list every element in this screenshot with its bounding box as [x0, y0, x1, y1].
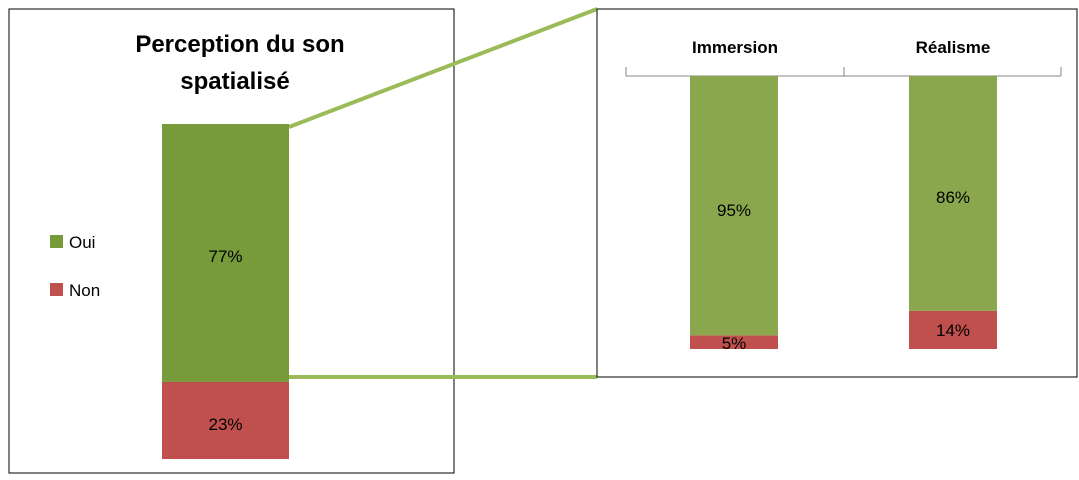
data-label-non: 23% [208, 415, 242, 434]
right-bar-group: 5% 95% 14% 86% [690, 76, 997, 353]
left-chart-title: Perception du son [135, 31, 344, 58]
data-label-non: 14% [936, 321, 970, 340]
right-category-axis: Immersion Réalisme [625, 38, 1062, 77]
legend-label-non: Non [69, 281, 100, 300]
bar-segment-non [162, 381, 289, 459]
right-chart-frame [596, 8, 1078, 378]
category-label-realisme: Réalisme [916, 38, 991, 57]
category-label-immersion: Immersion [692, 38, 778, 57]
left-bar-group: 23% 77% [162, 124, 289, 459]
left-chart-title-line2: spatialisé [180, 68, 289, 95]
bar-segment-non [690, 335, 778, 349]
legend: Oui Non [50, 233, 100, 300]
data-label-oui: 77% [208, 247, 242, 266]
bar-segment-oui [162, 124, 289, 382]
legend-swatch-non [50, 283, 63, 296]
bar-segment-non [909, 310, 997, 349]
data-label-oui: 86% [936, 188, 970, 207]
data-label-oui: 95% [717, 201, 751, 220]
legend-swatch-oui [50, 235, 63, 248]
data-label-non: 5% [722, 334, 747, 353]
bar-segment-oui [909, 76, 997, 311]
bar-segment-oui [690, 76, 778, 336]
legend-label-oui: Oui [69, 233, 95, 252]
zoom-connector-top [288, 7, 598, 129]
